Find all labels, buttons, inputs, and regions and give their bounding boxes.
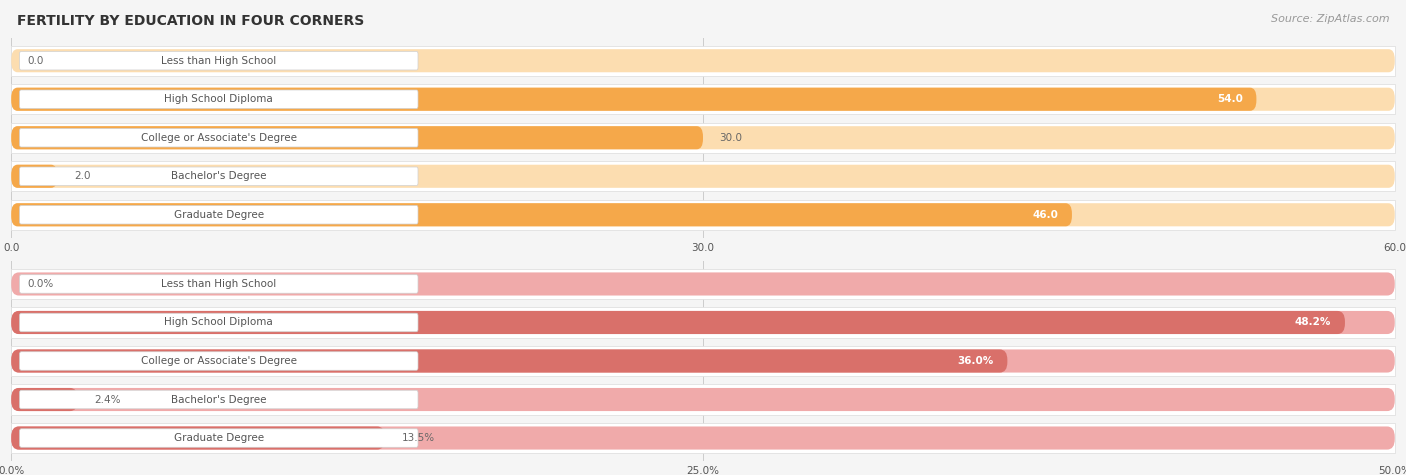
Text: Bachelor's Degree: Bachelor's Degree bbox=[172, 395, 267, 405]
FancyBboxPatch shape bbox=[11, 388, 77, 411]
Text: 2.4%: 2.4% bbox=[94, 395, 121, 405]
Text: 2.0: 2.0 bbox=[75, 171, 90, 181]
Text: 13.5%: 13.5% bbox=[401, 433, 434, 443]
Text: 48.2%: 48.2% bbox=[1295, 317, 1331, 327]
FancyBboxPatch shape bbox=[11, 350, 1395, 372]
FancyBboxPatch shape bbox=[11, 311, 1395, 334]
Text: High School Diploma: High School Diploma bbox=[165, 317, 273, 327]
FancyBboxPatch shape bbox=[20, 429, 418, 447]
Text: 30.0: 30.0 bbox=[720, 133, 742, 143]
FancyBboxPatch shape bbox=[20, 352, 418, 370]
Text: FERTILITY BY EDUCATION IN FOUR CORNERS: FERTILITY BY EDUCATION IN FOUR CORNERS bbox=[17, 14, 364, 28]
Text: 54.0: 54.0 bbox=[1216, 94, 1243, 104]
FancyBboxPatch shape bbox=[11, 427, 1395, 449]
FancyBboxPatch shape bbox=[11, 123, 1395, 153]
Text: Source: ZipAtlas.com: Source: ZipAtlas.com bbox=[1271, 14, 1389, 24]
FancyBboxPatch shape bbox=[11, 165, 58, 188]
FancyBboxPatch shape bbox=[11, 203, 1395, 226]
FancyBboxPatch shape bbox=[11, 88, 1257, 111]
FancyBboxPatch shape bbox=[20, 167, 418, 186]
Text: Less than High School: Less than High School bbox=[162, 56, 277, 66]
Text: College or Associate's Degree: College or Associate's Degree bbox=[141, 133, 297, 143]
FancyBboxPatch shape bbox=[11, 161, 1395, 191]
FancyBboxPatch shape bbox=[11, 49, 1395, 72]
FancyBboxPatch shape bbox=[11, 200, 1395, 230]
Text: Graduate Degree: Graduate Degree bbox=[174, 210, 264, 220]
Text: 0.0: 0.0 bbox=[28, 56, 44, 66]
Text: Graduate Degree: Graduate Degree bbox=[174, 433, 264, 443]
FancyBboxPatch shape bbox=[11, 273, 1395, 295]
FancyBboxPatch shape bbox=[11, 269, 1395, 299]
FancyBboxPatch shape bbox=[11, 84, 1395, 114]
Text: College or Associate's Degree: College or Associate's Degree bbox=[141, 356, 297, 366]
Text: Less than High School: Less than High School bbox=[162, 279, 277, 289]
FancyBboxPatch shape bbox=[20, 313, 418, 332]
Text: Bachelor's Degree: Bachelor's Degree bbox=[172, 171, 267, 181]
FancyBboxPatch shape bbox=[20, 129, 418, 147]
FancyBboxPatch shape bbox=[11, 346, 1395, 376]
FancyBboxPatch shape bbox=[11, 165, 1395, 188]
FancyBboxPatch shape bbox=[11, 126, 1395, 149]
FancyBboxPatch shape bbox=[11, 423, 1395, 453]
Text: High School Diploma: High School Diploma bbox=[165, 94, 273, 104]
FancyBboxPatch shape bbox=[11, 388, 1395, 411]
FancyBboxPatch shape bbox=[11, 203, 1071, 226]
FancyBboxPatch shape bbox=[11, 307, 1395, 338]
FancyBboxPatch shape bbox=[11, 384, 1395, 415]
FancyBboxPatch shape bbox=[20, 275, 418, 293]
FancyBboxPatch shape bbox=[11, 350, 1007, 372]
FancyBboxPatch shape bbox=[20, 90, 418, 108]
FancyBboxPatch shape bbox=[11, 126, 703, 149]
FancyBboxPatch shape bbox=[20, 390, 418, 409]
Text: 46.0: 46.0 bbox=[1032, 210, 1059, 220]
FancyBboxPatch shape bbox=[20, 206, 418, 224]
FancyBboxPatch shape bbox=[20, 51, 418, 70]
Text: 0.0%: 0.0% bbox=[28, 279, 53, 289]
FancyBboxPatch shape bbox=[11, 427, 385, 449]
FancyBboxPatch shape bbox=[11, 311, 1346, 334]
FancyBboxPatch shape bbox=[11, 88, 1395, 111]
FancyBboxPatch shape bbox=[11, 46, 1395, 76]
Text: 36.0%: 36.0% bbox=[957, 356, 994, 366]
